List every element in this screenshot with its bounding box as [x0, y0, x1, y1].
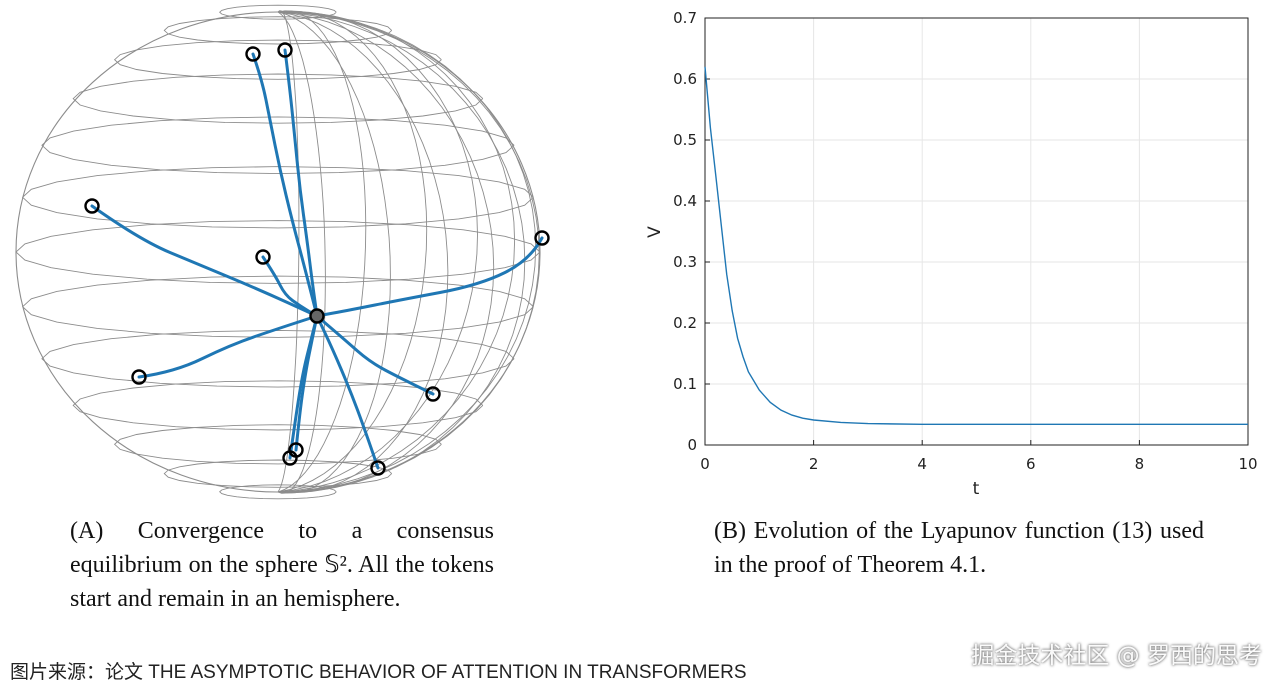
- longitude-line: [277, 11, 537, 493]
- token-start-marker-5: [534, 230, 550, 246]
- x-tick-label: 2: [809, 455, 819, 473]
- sphere-figure: [15, 4, 550, 500]
- y-tick-label: 0.7: [673, 9, 697, 27]
- token-trajectory-7: [315, 314, 435, 396]
- token-start-marker-7: [425, 386, 441, 402]
- longitude-line: [277, 10, 300, 493]
- x-tick-label: 8: [1135, 455, 1145, 473]
- image-source-note: 图片来源：论文 THE ASYMPTOTIC BEHAVIOR OF ATTEN…: [10, 662, 747, 683]
- longitude-line: [277, 11, 391, 494]
- longitude-line: [277, 11, 449, 494]
- longitude-line: [277, 11, 516, 493]
- chart-grid: [704, 17, 1249, 446]
- token-start-marker-6: [131, 369, 147, 385]
- caption-a: (A) Convergence to a consensus equilibri…: [70, 514, 494, 616]
- latitude-line: [163, 459, 393, 488]
- latitude-line: [21, 166, 534, 229]
- y-tick-label: 0.5: [673, 131, 697, 149]
- y-tick-label: 0.3: [673, 253, 697, 271]
- token-trajectory-5: [315, 236, 544, 318]
- y-tick-label: 0.2: [673, 314, 697, 332]
- plot-frame: [704, 17, 1249, 446]
- longitude-line: [277, 11, 326, 494]
- y-axis-label: V: [645, 226, 665, 238]
- token-trajectory-2: [283, 48, 319, 318]
- caption-a-text: Convergence to a consensus equilibrium o…: [70, 518, 494, 612]
- token-start-marker-1: [245, 46, 261, 62]
- token-trajectory-1: [251, 52, 319, 318]
- caption-b-text: Evolution of the Lyapunov function (13) …: [714, 518, 1205, 578]
- y-tick-label: 0.6: [673, 70, 697, 88]
- x-tick-label: 4: [917, 455, 927, 473]
- caption-b: (B) Evolution of the Lyapunov function (…: [714, 514, 1204, 582]
- longitude-line: [277, 10, 428, 493]
- series-line-v: [704, 66, 1248, 425]
- longitude-line: [277, 11, 495, 493]
- latitude-line: [72, 73, 484, 124]
- token-start-marker-10: [370, 460, 386, 476]
- sphere-outline: [15, 11, 541, 493]
- latitude-line: [219, 484, 337, 500]
- latitude-line: [21, 275, 534, 338]
- token-start-marker-4: [255, 249, 271, 265]
- latitude-line: [219, 4, 337, 20]
- latitude-line: [15, 220, 541, 284]
- x-tick-label: 10: [1238, 455, 1257, 473]
- x-tick-label: 6: [1026, 455, 1036, 473]
- y-tick-label: 0: [687, 436, 697, 454]
- lyapunov-chart: 0 2 4 6 8 10 0 0.1 0.2 0.3 0.4 0.5 0.6 0.7 t V: [645, 9, 1258, 499]
- x-axis-label: t: [973, 479, 980, 499]
- token-trajectory-6: [137, 314, 319, 379]
- token-trajectory-3: [90, 204, 319, 318]
- watermark: 掘金技术社区 @ 罗西的思考: [971, 643, 1262, 669]
- caption-b-tag: (B): [714, 518, 746, 544]
- longitude-line: [277, 10, 367, 493]
- latitude-line: [113, 424, 442, 465]
- y-tick-label: 0.4: [673, 192, 697, 210]
- token-trajectory-10: [315, 314, 380, 470]
- trajectory-group: [90, 48, 544, 470]
- consensus-point-marker: [309, 308, 325, 324]
- sphere-wireframe: [15, 4, 541, 500]
- token-start-marker-2: [277, 42, 293, 58]
- token-trajectory-4: [261, 255, 319, 318]
- token-start-marker-3: [84, 198, 100, 214]
- marker-group: [84, 42, 550, 476]
- token-trajectory-9: [288, 314, 319, 460]
- latitude-line: [72, 380, 484, 431]
- chart-ticks: 0 2 4 6 8 10 0 0.1 0.2 0.3 0.4 0.5 0.6 0.7: [673, 9, 1257, 473]
- caption-a-tag: (A): [70, 518, 104, 544]
- y-tick-label: 0.1: [673, 375, 697, 393]
- latitude-line: [41, 329, 515, 388]
- token-start-marker-9: [282, 450, 298, 466]
- x-tick-label: 0: [700, 455, 710, 473]
